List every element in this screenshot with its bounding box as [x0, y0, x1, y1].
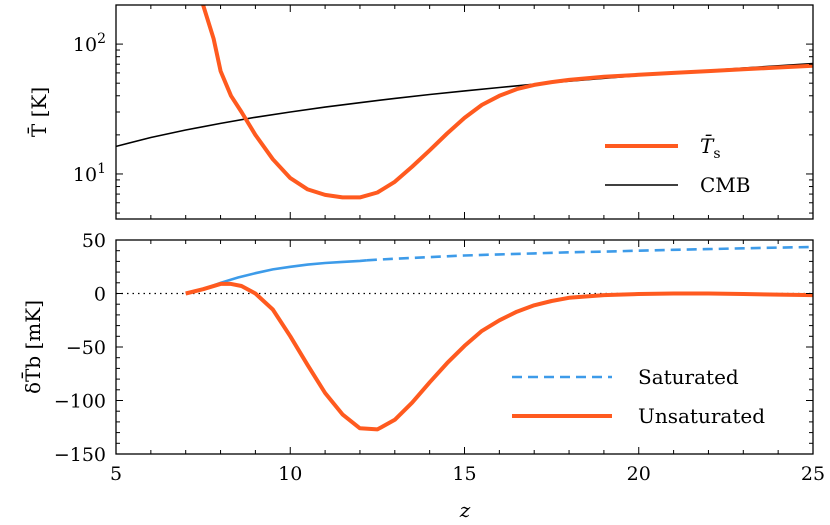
x-axis-label: z — [459, 498, 471, 522]
y-tick-label: 0 — [94, 284, 106, 306]
top-y-tick-labels: 102 101 — [73, 31, 106, 186]
top-y-axis-label: T̄ [K] — [26, 87, 51, 137]
x-tick-label: 25 — [801, 463, 825, 485]
x-tick-label: 5 — [110, 463, 122, 485]
y-tick-label: 50 — [82, 230, 106, 252]
x-tick-label: 20 — [627, 463, 651, 485]
bottom-plot-lines — [116, 245, 813, 432]
saturated-line-dashed — [366, 245, 813, 262]
bottom-y-axis-label: δT̄b [mK] — [20, 300, 45, 394]
unsaturated-line — [185, 281, 813, 432]
bottom-x-tick-labels: 5 10 15 20 25 — [110, 463, 825, 485]
y-tick-label: −100 — [54, 391, 106, 413]
y-tick-label: −150 — [54, 444, 106, 466]
legend-label-cmb: CMB — [700, 173, 750, 197]
x-tick-label: 15 — [452, 463, 476, 485]
x-tick-label: 10 — [278, 463, 302, 485]
legend-label-unsaturated: Unsaturated — [638, 404, 765, 428]
y-tick-label: 101 — [73, 161, 106, 186]
bottom-legend: Saturated Unsaturated — [512, 365, 765, 428]
bottom-ticks — [115, 239, 814, 455]
y-tick-label: 102 — [73, 31, 106, 56]
saturated-line-solid — [185, 259, 368, 295]
ts-line — [201, 5, 813, 200]
bottom-panel: 50 0 −50 −100 −150 5 10 15 20 25 δT̄b [mK] z Sat… — [20, 230, 825, 522]
legend-label-saturated: Saturated — [638, 365, 739, 389]
top-panel: 102 101 T̄ [K] T̄s CMB — [26, 4, 814, 220]
bottom-y-tick-labels: 50 0 −50 −100 −150 — [54, 230, 106, 466]
legend-label-ts: T̄s — [700, 133, 721, 162]
y-tick-label: −50 — [66, 337, 106, 359]
top-plot-lines — [116, 5, 813, 200]
top-legend: T̄s CMB — [605, 133, 750, 197]
top-ticks — [115, 4, 814, 219]
